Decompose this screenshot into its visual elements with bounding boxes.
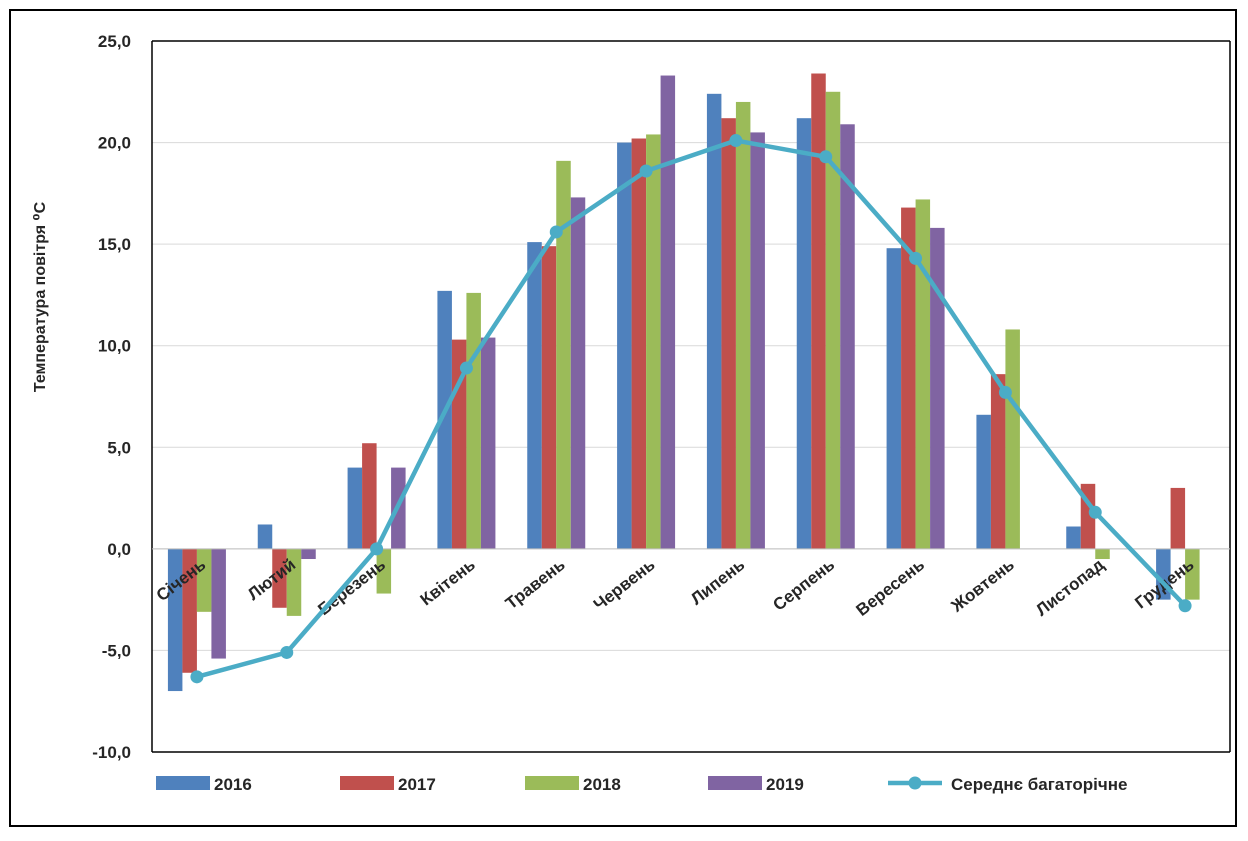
y-tick-labels: 25,0 20,0 15,0 10,0 5,0 0,0 -5,0 -10,0 [92, 32, 131, 762]
bar-2019-4 [480, 337, 496, 549]
legend-label: 2018 [583, 775, 621, 794]
bar-2017-8 [811, 73, 826, 549]
legend: 2016 2017 2018 2019 Середнє багаторічне [156, 775, 1127, 794]
bar-2019-5 [570, 197, 586, 549]
y-tick-label: -5,0 [102, 641, 131, 660]
line-point-2 [280, 645, 294, 659]
line-point-3 [370, 542, 384, 556]
bar-2017-7 [721, 118, 736, 549]
bar-2019-9 [930, 227, 945, 549]
line-series [190, 134, 1192, 684]
line-point-1 [190, 670, 204, 684]
bar-2019-8 [840, 124, 855, 549]
bar-2017-2 [272, 548, 287, 608]
line-point-11 [1088, 505, 1102, 519]
bar-series [167, 73, 1200, 692]
line-point-4 [459, 361, 473, 375]
bar-2016-1 [167, 548, 183, 692]
bar-2018-11 [1095, 548, 1110, 560]
line-point-7 [729, 134, 743, 148]
legend-swatch-2019 [708, 776, 762, 790]
bar-2018-10 [1005, 329, 1020, 549]
axes [151, 40, 1231, 753]
bar-2019-6 [660, 75, 676, 549]
line-point-6 [639, 164, 653, 178]
y-axis-title: Температура повітря ⁰С [32, 201, 49, 392]
y-tick-label: 10,0 [98, 337, 131, 356]
y-tick-label: 15,0 [98, 235, 131, 254]
bar-2016-10 [976, 414, 991, 549]
bar-2017-12 [1170, 487, 1186, 549]
bar-2016-4 [437, 290, 452, 549]
bar-2018-12 [1185, 548, 1200, 600]
bar-2018-2 [286, 548, 302, 616]
bar-2016-3 [347, 467, 363, 549]
bar-2016-8 [796, 118, 812, 549]
y-tick-label: 0,0 [107, 540, 131, 559]
bar-2017-9 [901, 207, 916, 549]
line-series-average [196, 138, 1187, 680]
bar-2017-5 [541, 246, 557, 549]
bar-2016-7 [706, 93, 722, 549]
bar-2018-8 [825, 91, 841, 549]
legend-swatch-marker [908, 776, 922, 790]
bar-2019-7 [750, 132, 765, 549]
bar-2017-1 [182, 548, 197, 673]
bar-2016-2 [257, 524, 273, 549]
bar-2019-2 [301, 548, 316, 560]
legend-swatch-2016 [156, 776, 210, 790]
y-tick-label: -10,0 [92, 743, 131, 762]
bar-2018-6 [646, 134, 661, 549]
legend-label: 2016 [214, 775, 252, 794]
bar-2018-9 [915, 199, 931, 549]
legend-swatch-2018 [525, 776, 579, 790]
legend-label: 2019 [766, 775, 804, 794]
bar-2016-6 [617, 142, 632, 549]
line-point-9 [909, 251, 923, 265]
y-tick-label: 5,0 [107, 438, 131, 457]
legend-label: 2017 [398, 775, 436, 794]
y-tick-label: 25,0 [98, 32, 131, 51]
line-point-10 [998, 385, 1012, 399]
bar-2018-3 [376, 548, 392, 594]
bar-2016-11 [1066, 526, 1081, 549]
bar-2018-5 [556, 160, 571, 549]
bar-2017-10 [990, 374, 1006, 549]
line-point-5 [549, 225, 563, 239]
bar-2016-5 [527, 242, 542, 549]
bar-2016-9 [886, 248, 902, 549]
legend-swatch-2017 [340, 776, 394, 790]
bar-2017-3 [362, 443, 377, 549]
legend-label: Середнє багаторічне [951, 775, 1127, 794]
bar-2018-7 [735, 101, 751, 549]
bar-2018-4 [466, 292, 481, 549]
line-point-12 [1178, 599, 1192, 613]
y-tick-label: 20,0 [98, 134, 131, 153]
bar-2018-1 [196, 548, 212, 612]
bar-2019-1 [211, 548, 226, 659]
bar-2017-6 [631, 138, 647, 549]
line-point-8 [819, 150, 833, 164]
